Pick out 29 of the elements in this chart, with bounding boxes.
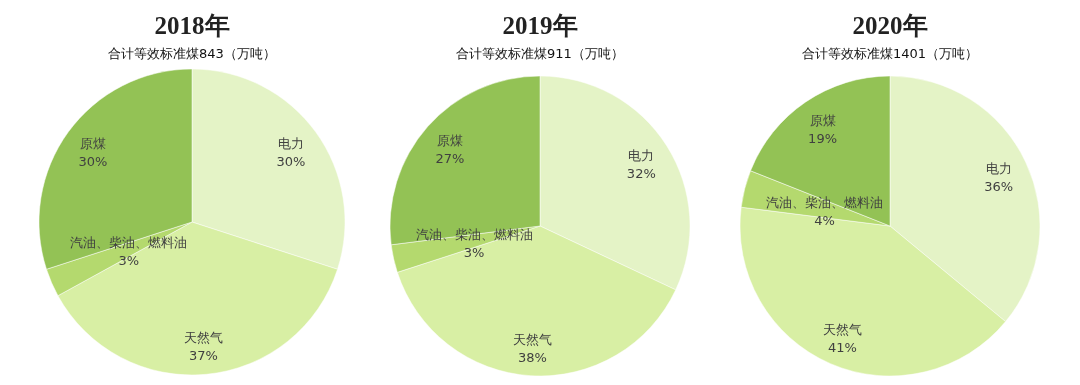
data-label: 3% (463, 244, 485, 260)
data-label: 30% (276, 154, 306, 170)
data-label: 37% (189, 347, 218, 363)
chart-subtitle: 合计等效标准煤1401（万吨） (801, 46, 979, 61)
slice-label: 汽油、柴油、燃料油 (766, 195, 884, 211)
chart-subtitle: 合计等效标准煤843（万吨） (108, 46, 276, 61)
slice-label: 天然气 (512, 331, 552, 347)
slice-label: 原煤 (79, 136, 106, 152)
data-label: 32% (626, 165, 656, 181)
chart-title: 2018年 (154, 12, 230, 39)
slice-label: 原煤 (809, 112, 836, 128)
slice-label: 天然气 (822, 322, 862, 338)
data-label: 30% (78, 154, 108, 170)
slice-label: 汽油、柴油、燃料油 (70, 235, 188, 251)
slice-label: 原煤 (436, 132, 463, 148)
chart-title: 2019年 (502, 12, 578, 39)
chart-subtitle: 合计等效标准煤911（万吨） (456, 46, 624, 61)
data-label: 41% (827, 340, 857, 356)
data-label: 27% (435, 150, 465, 166)
slice-label: 电力 (278, 136, 305, 152)
data-label: 19% (808, 130, 837, 146)
data-label: 36% (984, 178, 1014, 194)
slice-label: 电力 (628, 147, 655, 163)
data-label: 3% (118, 253, 140, 269)
data-label: 38% (518, 349, 547, 365)
data-label: 4% (814, 213, 835, 229)
chart-title: 2020年 (852, 12, 928, 39)
slice-label: 电力 (985, 160, 1012, 176)
slice-label: 天然气 (184, 329, 224, 345)
